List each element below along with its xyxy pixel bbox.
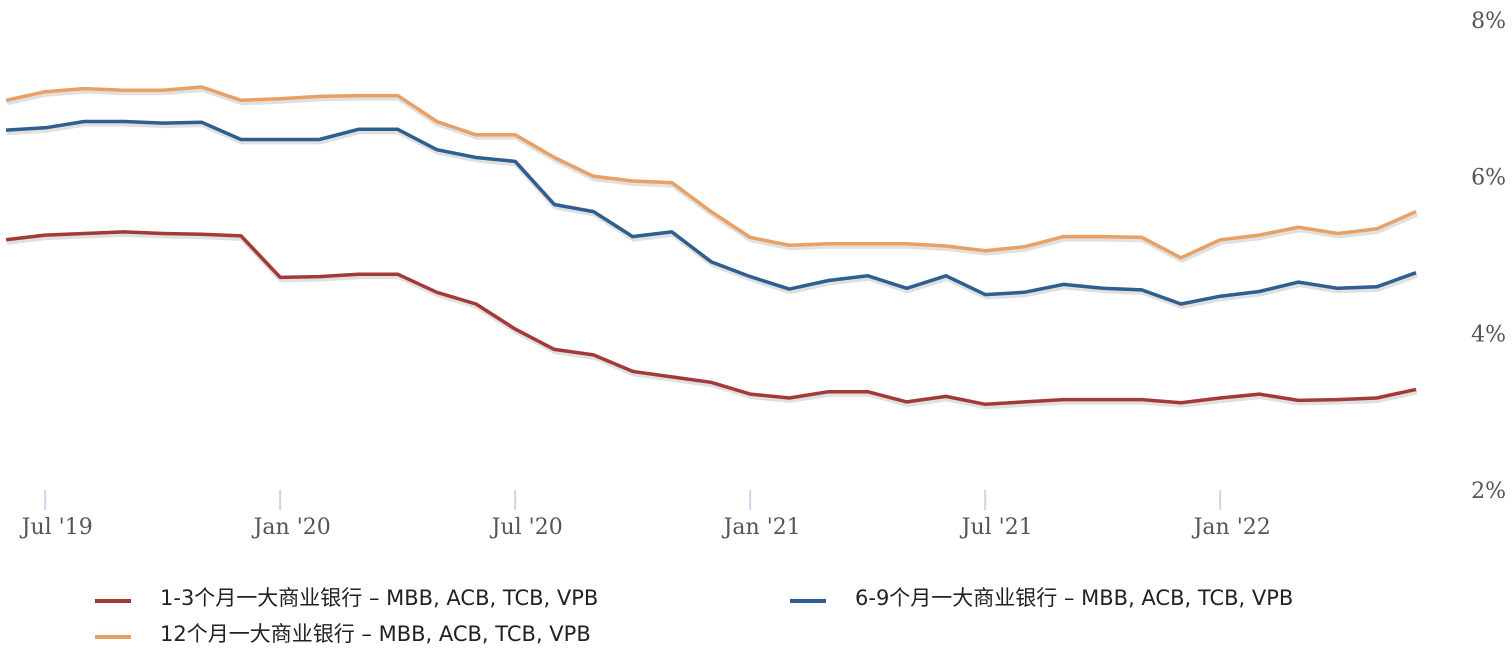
series-line	[5, 230, 1417, 407]
y-tick-label: 8%	[1471, 9, 1506, 34]
x-tick-label: Jul '19	[20, 515, 93, 540]
legend-label: 6-9个月一大商业银行 – MBB, ACB, TCB, VPB	[855, 586, 1293, 610]
y-tick-label: 2%	[1471, 479, 1506, 504]
y-tick-label: 4%	[1471, 322, 1506, 347]
y-tick-label: 6%	[1471, 166, 1506, 191]
x-tick-label: Jan '22	[1192, 515, 1271, 540]
x-tick-label: Jul '21	[960, 515, 1033, 540]
series-line	[5, 85, 1417, 260]
x-tick-label: Jan '21	[722, 515, 801, 540]
x-tick-label: Jul '20	[490, 515, 563, 540]
x-tick-label: Jan '20	[252, 515, 331, 540]
legend-label: 1-3个月一大商业银行 – MBB, ACB, TCB, VPB	[160, 586, 598, 610]
series-line	[5, 119, 1417, 306]
line-shadow	[6, 230, 1418, 410]
legend-label: 12个月一大商业银行 – MBB, ACB, TCB, VPB	[160, 622, 591, 646]
